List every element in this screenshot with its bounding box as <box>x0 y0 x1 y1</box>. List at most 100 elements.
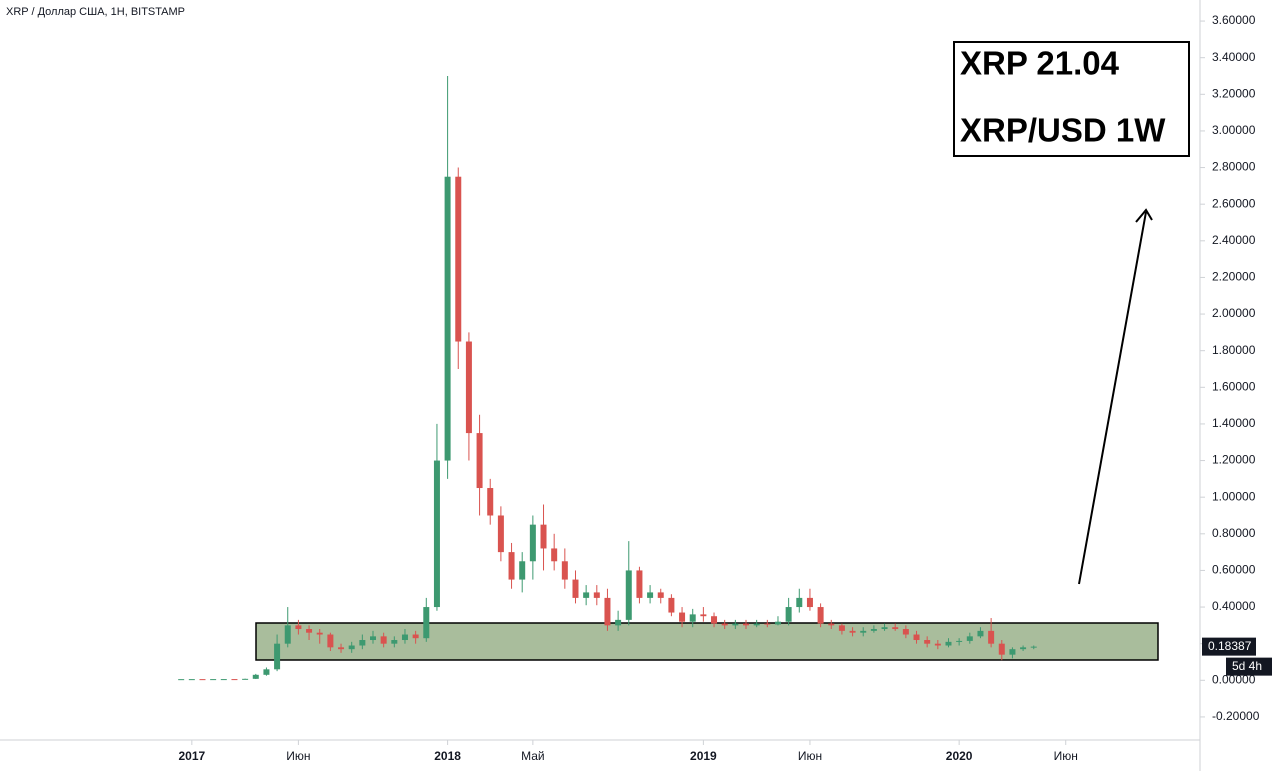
y-tick-label: 3.40000 <box>1212 50 1256 64</box>
y-tick-label: 2.20000 <box>1212 270 1256 284</box>
candle-body <box>604 597 611 626</box>
y-tick-label: -0.20000 <box>1212 709 1260 723</box>
candle-body <box>274 643 281 670</box>
y-tick-label: 0.40000 <box>1212 599 1256 613</box>
candle-body <box>828 623 835 626</box>
y-tick-label: 0.60000 <box>1212 563 1256 577</box>
y-tick-label: 0.80000 <box>1212 526 1256 540</box>
candle-body <box>593 592 600 598</box>
candle-body <box>316 632 323 635</box>
candle-body <box>295 625 302 630</box>
candle-body <box>252 674 259 679</box>
candle-body <box>988 630 995 644</box>
x-tick-label: Июн <box>286 749 310 763</box>
candle-body <box>519 561 526 580</box>
annotation: XRP 21.04 <box>960 45 1120 82</box>
candle-body <box>966 636 973 641</box>
candle-body <box>231 679 238 681</box>
annotation: XRP/USD 1W <box>960 112 1166 149</box>
candle-body <box>753 623 760 626</box>
x-tick-label: 2019 <box>690 749 717 763</box>
candle-body <box>721 623 728 626</box>
candle-body <box>732 623 739 626</box>
candle-body <box>636 570 643 598</box>
candle-body <box>860 630 867 633</box>
x-tick-label: 2017 <box>178 749 205 763</box>
candle-body <box>242 678 249 680</box>
candle-body <box>977 630 984 637</box>
candle-body <box>572 579 579 598</box>
candle-body <box>455 176 462 342</box>
candle-body <box>1020 647 1027 650</box>
candle-body <box>476 433 483 489</box>
candle-body <box>817 607 824 624</box>
candle-body <box>306 629 313 633</box>
candle-body <box>551 548 558 562</box>
countdown-bg <box>1226 657 1272 676</box>
candle-body <box>700 614 707 617</box>
candle-body <box>412 634 419 639</box>
x-tick-label: 2020 <box>946 749 973 763</box>
candle-body <box>881 627 888 630</box>
candle-body <box>220 679 227 681</box>
y-tick-label: 1.80000 <box>1212 343 1256 357</box>
candle-body <box>774 621 781 625</box>
candle-body <box>465 341 472 434</box>
y-tick-label: 0.00000 <box>1212 672 1256 686</box>
candle-body <box>945 641 952 646</box>
candle-body <box>998 643 1005 655</box>
y-tick-label: 1.20000 <box>1212 453 1256 467</box>
x-tick-label: Май <box>521 749 545 763</box>
x-tick-label: Июн <box>1054 749 1078 763</box>
y-tick-label: 1.00000 <box>1212 489 1256 503</box>
y-tick-label: 1.40000 <box>1212 416 1256 430</box>
y-tick-label: 3.20000 <box>1212 86 1256 100</box>
x-tick-label: 2018 <box>434 749 461 763</box>
candle-body <box>444 176 451 461</box>
candle-body <box>508 552 515 580</box>
y-tick-label: 1.60000 <box>1212 379 1256 393</box>
candles <box>178 75 1037 681</box>
candle-body <box>210 679 217 681</box>
candle-body <box>1030 646 1037 648</box>
candle-body <box>934 643 941 646</box>
candle-body <box>401 634 408 641</box>
candle-body <box>540 524 547 549</box>
chart-title: XRP / Доллар США, 1Н, BITSTAMP <box>6 6 185 18</box>
candle-body <box>902 629 909 635</box>
candle-body <box>625 570 632 620</box>
candle-body <box>583 592 590 598</box>
candle-body <box>806 597 813 608</box>
countdown-label: 5d 4h <box>1232 659 1262 673</box>
candle-body <box>487 488 494 516</box>
candle-body <box>263 669 270 675</box>
candle-body <box>796 597 803 608</box>
y-tick-label: 2.40000 <box>1212 233 1256 247</box>
last-price-label: 0.18387 <box>1208 639 1252 653</box>
support-zone <box>255 622 1159 661</box>
arrow <box>1078 208 1153 585</box>
candle-body <box>711 616 718 624</box>
x-tick-label: Июн <box>798 749 822 763</box>
candle-body <box>433 460 440 608</box>
candle-body <box>178 679 185 681</box>
candle-body <box>338 647 345 650</box>
candle-body <box>370 636 377 641</box>
y-tick-label: 2.00000 <box>1212 306 1256 320</box>
candle-body <box>497 515 504 553</box>
last-price-bg <box>1202 637 1256 656</box>
y-tick-label: 2.80000 <box>1212 160 1256 174</box>
candle-body <box>838 625 845 631</box>
candle-body <box>561 561 568 580</box>
candle-body <box>359 640 366 646</box>
candle-body <box>668 597 675 613</box>
candle-body <box>924 640 931 644</box>
candle-body <box>348 645 355 650</box>
candle-body <box>199 679 206 681</box>
candle-body <box>1009 649 1016 655</box>
candle-body <box>689 614 696 622</box>
candle-body <box>892 627 899 630</box>
candle-body <box>679 612 686 622</box>
candle-body <box>284 625 291 644</box>
